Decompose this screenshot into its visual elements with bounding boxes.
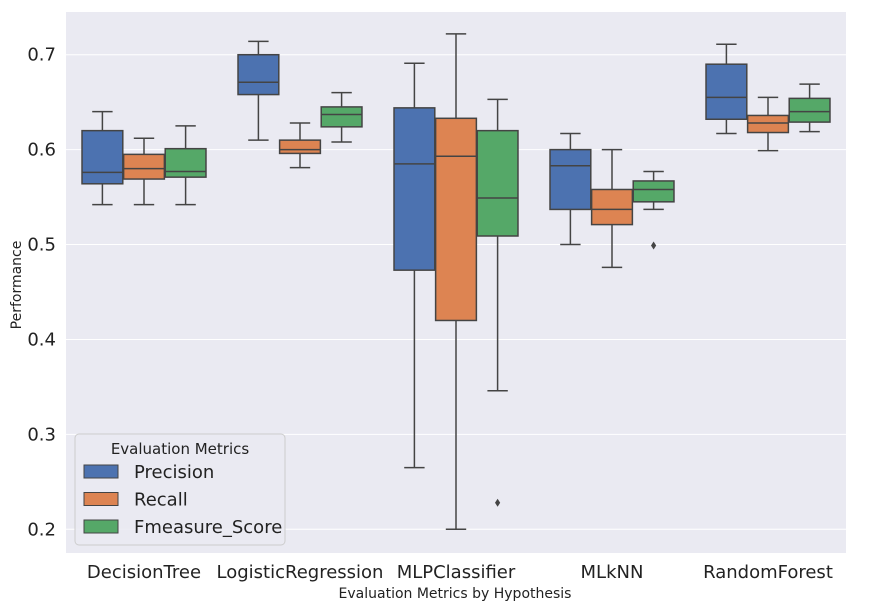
x-tick-label: MLPClassifier xyxy=(397,562,516,583)
y-tick-label: 0.5 xyxy=(27,235,56,256)
box-recall xyxy=(122,137,166,206)
box-body xyxy=(320,106,363,128)
box-fmeasure-score xyxy=(476,98,519,507)
legend-title: Evaluation Metrics xyxy=(111,440,250,458)
outlier-point xyxy=(495,498,501,507)
box-body xyxy=(237,53,280,96)
legend-label: Precision xyxy=(134,462,214,483)
box-body xyxy=(705,63,748,121)
legend-swatch xyxy=(83,519,119,534)
box-fmeasure-score xyxy=(788,83,831,133)
outlier-point xyxy=(651,241,657,250)
legend: Evaluation Metrics Precision Recall Fmeasu… xyxy=(74,433,286,546)
box-recall xyxy=(746,96,790,152)
x-tick-labels: DecisionTree LogisticRegression MLPClassif… xyxy=(87,562,833,583)
box-fmeasure-score xyxy=(632,170,675,250)
x-tick-label: DecisionTree xyxy=(87,562,201,583)
box-precision xyxy=(549,132,592,246)
box-precision xyxy=(705,43,748,135)
box-recall xyxy=(278,122,322,169)
y-tick-label: 0.4 xyxy=(27,329,56,350)
box-body xyxy=(632,180,675,203)
legend-swatch xyxy=(83,464,119,479)
x-tick-label: RandomForest xyxy=(703,562,833,583)
legend-label: Recall xyxy=(134,490,188,511)
x-tick-label: LogisticRegression xyxy=(217,562,384,583)
legend-items: Precision Recall Fmeasure_Score xyxy=(83,462,282,538)
box-plots xyxy=(81,33,831,531)
y-tick-label: 0.3 xyxy=(27,424,56,445)
box-recall xyxy=(590,148,634,269)
box-body xyxy=(549,148,592,211)
y-axis-label: Performance xyxy=(9,241,25,330)
box-body xyxy=(164,147,207,178)
y-tick-labels: 0.2 0.3 0.4 0.5 0.6 0.7 xyxy=(27,45,56,541)
box-fmeasure-score xyxy=(164,125,207,206)
box-body xyxy=(81,129,124,185)
x-tick-label: MLkNN xyxy=(581,562,644,583)
legend-swatch xyxy=(83,492,119,506)
box-body xyxy=(590,188,634,226)
y-tick-label: 0.2 xyxy=(27,519,56,540)
legend-label: Fmeasure_Score xyxy=(134,517,282,538)
box-body xyxy=(122,153,166,180)
box-recall xyxy=(434,33,478,531)
legend-frame xyxy=(74,433,286,546)
x-axis-label: Evaluation Metrics by Hypothesis xyxy=(339,586,572,602)
box-precision xyxy=(81,110,124,206)
box-body xyxy=(788,97,831,123)
box-precision xyxy=(237,40,280,141)
y-tick-label: 0.7 xyxy=(27,45,56,66)
box-body xyxy=(393,107,436,271)
box-body xyxy=(746,114,790,134)
box-fmeasure-score xyxy=(320,91,363,143)
box-body xyxy=(476,129,519,237)
box-body xyxy=(278,139,322,155)
box-precision xyxy=(393,62,436,469)
y-tick-label: 0.6 xyxy=(27,140,56,161)
box-body xyxy=(434,117,478,322)
